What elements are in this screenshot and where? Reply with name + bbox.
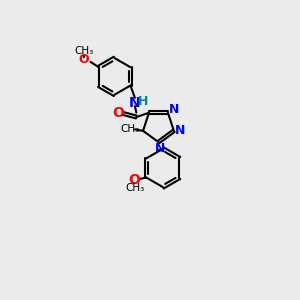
Text: CH₃: CH₃ xyxy=(120,124,139,134)
Text: O: O xyxy=(129,172,140,187)
Text: N: N xyxy=(169,103,180,116)
Text: O: O xyxy=(112,106,124,120)
Text: CH₃: CH₃ xyxy=(125,183,144,193)
Text: O: O xyxy=(79,52,89,65)
Text: N: N xyxy=(128,96,140,110)
Text: CH₃: CH₃ xyxy=(74,46,94,56)
Text: N: N xyxy=(155,142,165,155)
Text: H: H xyxy=(138,95,148,108)
Text: N: N xyxy=(175,124,185,137)
